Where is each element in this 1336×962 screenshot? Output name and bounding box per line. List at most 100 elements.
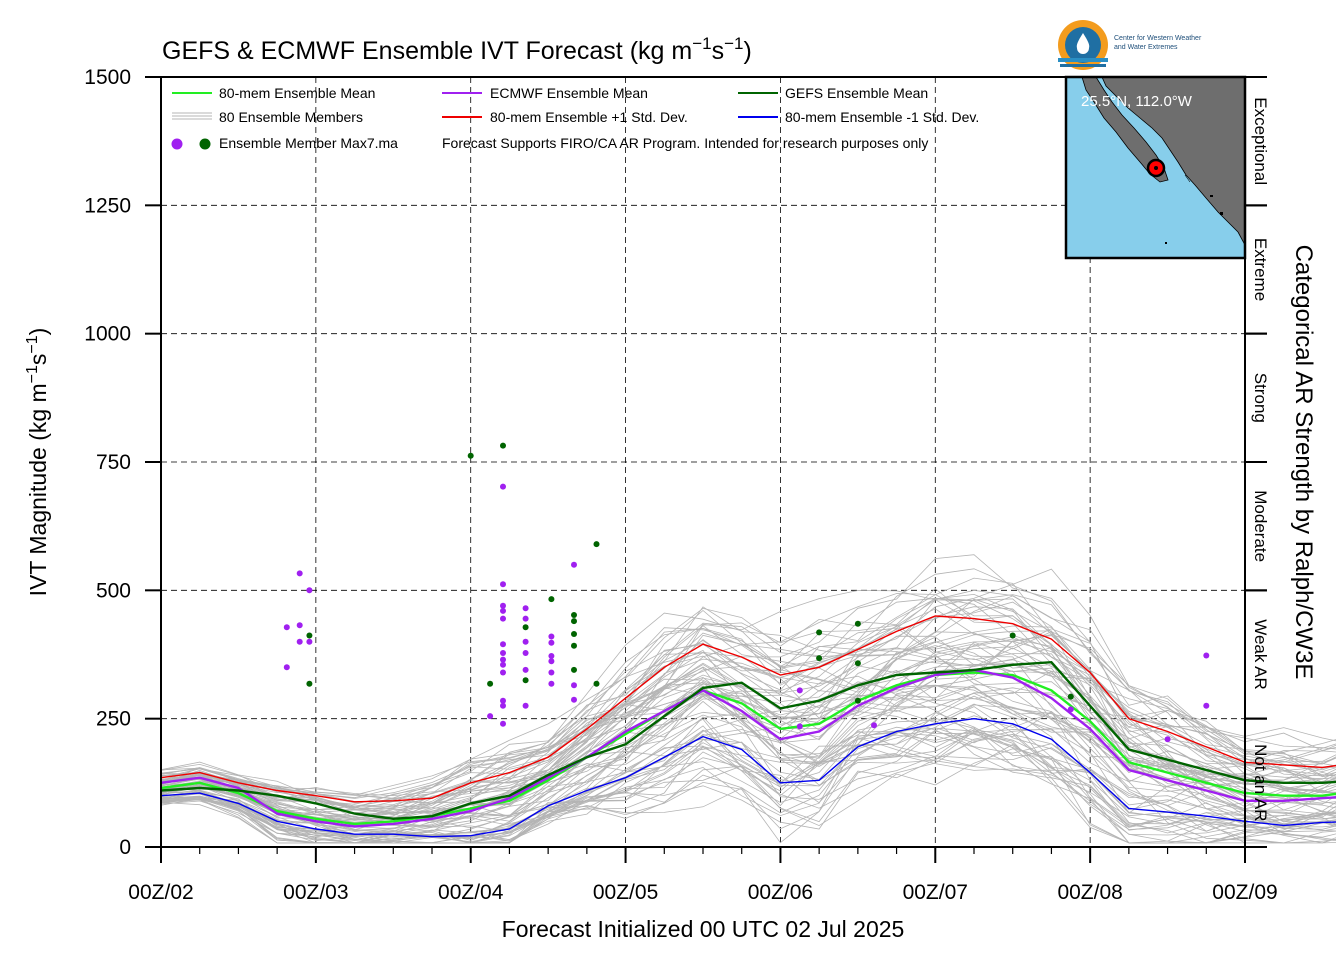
legend-label-gefs: GEFS Ensemble Mean	[785, 85, 928, 101]
title-prefix: GEFS & ECMWF Ensemble IVT Forecast (kg m	[162, 37, 692, 65]
ensemble-max-point-41	[548, 680, 555, 687]
inset-map-location: 25.5°N, 112.0°W	[1081, 93, 1193, 110]
ensemble-max-point-63	[1164, 736, 1171, 743]
axes: 0 250 500 750 1000 1250 1500 00Z/02 00Z/03 00Z/04…	[84, 66, 1277, 904]
right-category-label-1: Weak AR	[1251, 619, 1270, 690]
legend-label-minus: 80-mem Ensemble -1 Std. Dev.	[785, 109, 979, 125]
ensemble-max-point-35	[548, 596, 555, 603]
ensemble-max-point-47	[571, 666, 577, 673]
ensemble-max-point-43	[571, 612, 577, 618]
x-tick-label-00Z/06: 00Z/06	[748, 881, 813, 904]
y-tick-label-500: 500	[96, 579, 131, 602]
ensemble-max-point-28	[522, 615, 529, 622]
ensemble-member-line-7	[160, 734, 1336, 844]
inset-map: 25.5°N, 112.0°W	[1064, 75, 1247, 260]
ensemble-max-point-12	[487, 680, 494, 687]
y-axis-label: IVT Magnitude (kg m−1s−1)	[24, 328, 51, 597]
x-tick-label-00Z/07: 00Z/07	[903, 881, 968, 904]
x-tick-label-00Z/09: 00Z/09	[1212, 881, 1277, 904]
ensemble-max-point-25	[500, 702, 506, 709]
ylabel-prefix: IVT Magnitude (kg m	[25, 383, 51, 596]
ensemble-max-point-59	[871, 722, 877, 729]
inset-map-coastline-accent	[1184, 174, 1191, 183]
ensemble-max-point-42	[571, 561, 577, 568]
ensemble-max-point-3	[296, 570, 303, 577]
logo-text-line1: Center for Western Weather	[1114, 35, 1202, 42]
inset-map-island-3	[1210, 195, 1213, 197]
ensemble-max-point-10	[467, 452, 474, 459]
ensemble-max-point-6	[306, 587, 313, 594]
ensemble-max-point-50	[593, 541, 600, 548]
ensemble-max-point-5	[296, 638, 303, 645]
x-tick-label-00Z/08: 00Z/08	[1057, 881, 1122, 904]
ensemble-max-point-46	[571, 642, 577, 649]
ensemble-max-point-9	[306, 680, 313, 687]
series-line-minus	[160, 717, 1336, 838]
ensemble-max-point-33	[522, 677, 529, 684]
x-tick-label-00Z/05: 00Z/05	[593, 881, 658, 904]
ensemble-max-point-56	[854, 620, 861, 627]
ensemble-max-point-24	[500, 697, 506, 704]
inset-map-island-1	[1220, 212, 1223, 215]
ensemble-max-point-58	[854, 697, 861, 704]
ensemble-max-point-27	[522, 605, 529, 612]
ylabel-mid: s	[25, 354, 51, 366]
right-category-label-2: Moderate	[1251, 490, 1270, 562]
ylabel-suffix: )	[25, 328, 51, 336]
ensemble-max-point-21	[500, 656, 506, 663]
x-axis-label: Forecast Initialized 00 UTC 02 Jul 2025	[502, 916, 905, 942]
x-tick-label-00Z/04: 00Z/04	[438, 881, 504, 904]
ensemble-max-point-15	[500, 581, 506, 588]
y-tick-label-1000: 1000	[84, 323, 131, 346]
inset-map-location-dot	[1154, 166, 1158, 170]
right-category-label-3: Strong	[1251, 373, 1270, 423]
ensemble-max-point-8	[306, 632, 313, 639]
ensemble-max-point-37	[548, 639, 555, 646]
legend-swatch-members	[172, 112, 212, 120]
ensemble-max-point-20	[500, 650, 506, 656]
y-tick-label-1500: 1500	[84, 66, 131, 89]
ensemble-max-point-62	[1067, 706, 1074, 713]
title-exp2: −1	[724, 34, 743, 53]
ensemble-max-points	[283, 442, 1210, 743]
title-mid: s	[712, 37, 725, 65]
ensemble-max-point-53	[796, 723, 803, 730]
legend-note: Forecast Supports FIRO/CA AR Program. In…	[442, 135, 928, 151]
ensemble-max-point-36	[548, 633, 555, 640]
chart-title: GEFS & ECMWF Ensemble IVT Forecast (kg m…	[162, 34, 752, 65]
ensemble-max-point-60	[1009, 632, 1016, 639]
y-tick-label-250: 250	[96, 708, 131, 731]
ensemble-member-line-63	[160, 608, 1336, 811]
right-category-axis: Not an AR Weak AR Moderate Strong Extreme Exc…	[1244, 76, 1270, 848]
ensemble-max-point-32	[522, 666, 529, 673]
ensemble-max-point-1	[283, 664, 290, 671]
ensemble-max-point-44	[571, 618, 577, 625]
legend-label-ecmwf: ECMWF Ensemble Mean	[490, 85, 648, 101]
ensemble-max-point-30	[522, 638, 529, 645]
legend-label-plus: 80-mem Ensemble +1 Std. Dev.	[490, 109, 688, 125]
series-line-mean80	[160, 671, 1336, 826]
ensemble-max-point-55	[816, 655, 823, 662]
ensemble-max-point-34	[522, 702, 529, 709]
series-line-gefs	[160, 660, 1336, 821]
ensemble-max-point-23	[500, 669, 506, 676]
legend-label-members: 80 Ensemble Members	[219, 109, 363, 125]
ensemble-max-point-39	[548, 658, 555, 665]
ensemble-max-point-16	[500, 602, 506, 609]
ensemble-max-point-4	[296, 622, 303, 629]
ensemble-max-point-11	[487, 713, 494, 720]
ensemble-max-point-22	[500, 661, 506, 668]
ensemble-max-point-65	[1203, 702, 1210, 709]
ensemble-max-point-49	[571, 696, 577, 703]
ensemble-max-point-54	[816, 629, 823, 636]
ensemble-max-point-45	[571, 631, 577, 637]
ensemble-max-point-13	[500, 442, 506, 449]
y-tick-label-750: 750	[96, 451, 131, 474]
inset-map-island-2	[1165, 242, 1167, 244]
right-axis-label: Categorical AR Strength by Ralph/CW3E	[1290, 245, 1317, 680]
ensemble-max-point-2	[283, 624, 290, 631]
ylabel-exp1: −1	[24, 365, 41, 383]
ensemble-max-point-18	[500, 615, 506, 622]
logo-drop-icon	[1076, 33, 1090, 54]
